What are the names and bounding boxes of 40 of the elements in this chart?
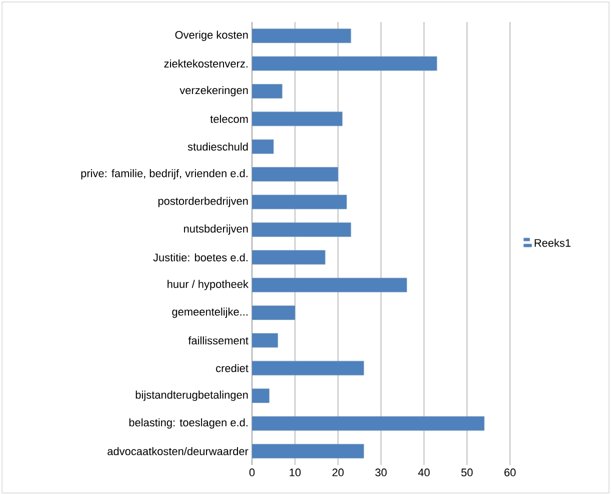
bar <box>252 388 270 403</box>
bar <box>252 360 364 376</box>
legend-label: Reeks1 <box>534 238 570 247</box>
bar <box>252 250 326 265</box>
bar <box>252 333 278 348</box>
y-tick-label: huur / hypotheek <box>168 280 248 290</box>
y-tick-label: belasting: toeslagen e.d. <box>129 418 248 429</box>
bar <box>252 139 274 154</box>
y-tick-label: advocaatkosten/deurwaarder <box>108 447 248 456</box>
y-tick-label: postorderbedrijven <box>158 196 248 208</box>
y-tick-label: verzekeringen <box>180 86 248 96</box>
y-tick-label: telecom <box>210 114 248 123</box>
y-tick-label: Overige kosten <box>175 30 248 41</box>
bar <box>252 28 352 44</box>
x-tick-label: 10 <box>290 468 301 476</box>
y-tick-label: faillissement <box>188 336 248 344</box>
bar <box>252 416 484 431</box>
y-tick-label: bijstandterugbetalingen <box>136 390 248 401</box>
x-tick-label: 50 <box>461 468 473 476</box>
bar <box>252 112 342 126</box>
y-tick-label: ziektekostenverz. <box>164 60 248 68</box>
bar <box>252 84 282 98</box>
y-tick-label: nutsbderijven <box>184 224 248 235</box>
x-tick-label: 40 <box>418 468 430 476</box>
y-tick-label: Justitie: boetes e.d. <box>153 253 248 262</box>
bar <box>252 306 296 320</box>
y-tick-label: prive: familie, bedrijf, vrienden e.d. <box>81 169 248 180</box>
x-tick-label: 0 <box>249 468 255 476</box>
bar <box>252 444 364 458</box>
y-tick-label: crediet <box>216 364 248 372</box>
bar <box>252 167 338 182</box>
x-tick-label: 30 <box>375 468 387 476</box>
y-tick-label: gemeentelijke... <box>172 308 248 318</box>
bar <box>252 194 347 210</box>
y-tick-label: studieschuld <box>188 142 248 151</box>
bar <box>252 222 352 237</box>
bar <box>252 278 407 292</box>
x-tick-label: 60 <box>504 468 516 476</box>
bar <box>252 56 438 71</box>
x-tick-label: 20 <box>332 468 344 476</box>
